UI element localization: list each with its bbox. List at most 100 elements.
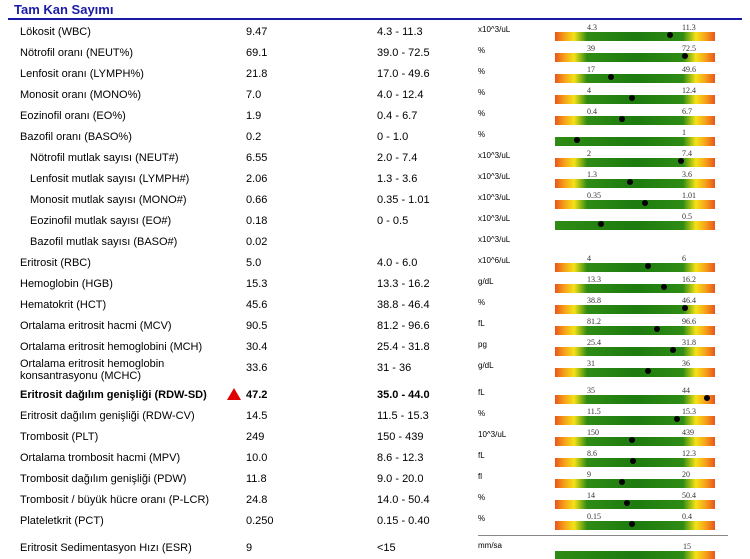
test-value: 0.2 [246, 131, 262, 143]
reference-range: 31 - 36 [377, 362, 412, 374]
test-row: Bazofil mutlak sayısı (BASO#) 0.02 x10^3/u… [0, 232, 750, 253]
reference-bar: 0.35 1.01 [555, 191, 715, 209]
value-marker [644, 263, 651, 269]
bar-high-label: 96.6 [682, 317, 696, 326]
bar-low-label: 14 [587, 491, 595, 500]
reference-bar: 35 44 [555, 386, 715, 404]
reference-range: 0 - 1.0 [377, 131, 409, 143]
reference-range: 13.3 - 16.2 [377, 278, 430, 290]
test-name: Eritrosit dağılım genişliği (RDW-CV) [20, 410, 195, 422]
bar-low-label: 4 [587, 86, 591, 95]
reference-range: 38.8 - 46.4 [377, 299, 430, 311]
test-name: Bazofil oranı (BASO%) [20, 131, 132, 143]
test-name: Lenfosit mutlak sayısı (LYMPH#) [30, 173, 190, 185]
bar-low-label: 8.6 [587, 449, 597, 458]
unit: % [478, 109, 486, 118]
bar-high-label: 15.3 [682, 407, 696, 416]
test-row: Ortalama trombosit hacmi (MPV) 10.0 8.6 - … [0, 448, 750, 469]
unit: % [478, 88, 486, 97]
test-row: Lökosit (WBC) 9.47 4.3 - 11.3 x10^3/uL 4.3 11… [0, 22, 750, 43]
reference-range: 4.0 - 12.4 [377, 89, 424, 101]
test-row: Trombosit dağılım genişliği (PDW) 11.8 9.0… [0, 469, 750, 490]
unit: g/dL [478, 277, 494, 286]
bar-high-label: 0.4 [682, 512, 692, 521]
reference-bar: 11.5 15.3 [555, 407, 715, 425]
bar-high-label: 31.8 [682, 338, 696, 347]
test-name: Monosit oranı (MONO%) [20, 89, 142, 101]
test-value: 30.4 [246, 341, 268, 353]
bar-low-label: 4 [587, 254, 591, 263]
reference-range: 0.4 - 6.7 [377, 110, 418, 122]
unit: fL [478, 319, 485, 328]
value-marker [619, 116, 626, 122]
test-row: Eritrosit dağılım genişliği (RDW-SD) 47.2… [0, 385, 750, 406]
reference-range: 11.5 - 15.3 [377, 410, 429, 422]
unit: x10^3/uL [478, 235, 511, 244]
test-row: Eozinofil oranı (EO%) 1.9 0.4 - 6.7% 0.4 6.7 [0, 106, 750, 127]
test-value: 90.5 [246, 320, 268, 332]
test-value: 0.250 [246, 515, 274, 527]
test-row: Eritrosit (RBC) 5.0 4.0 - 6.0 x10^6/uL 4 6 [0, 253, 750, 274]
test-row: Ortalama eritrosit hacmi (MCV) 90.5 81.2 -… [0, 316, 750, 337]
test-value: 9 [246, 542, 253, 554]
reference-range: 39.0 - 72.5 [377, 47, 430, 59]
value-marker [644, 368, 651, 374]
reference-bar: 4 12.4 [555, 86, 715, 104]
value-marker [673, 416, 680, 422]
reference-range: 1.3 - 3.6 [377, 173, 418, 185]
reference-range: 4.0 - 6.0 [377, 257, 418, 269]
reference-bar: 2 7.4 [555, 149, 715, 167]
bar-high-label: 46.4 [682, 296, 696, 305]
value-marker [630, 458, 637, 464]
test-name: Eritrosit (RBC) [20, 257, 91, 269]
test-value: 7.0 [246, 89, 262, 101]
test-name: Trombosit (PLT) [20, 431, 99, 443]
unit: mm/sa [478, 541, 502, 550]
test-value: 0.02 [246, 236, 268, 248]
test-name: Bazofil mutlak sayısı (BASO#) [30, 236, 178, 248]
reference-range: 9.0 - 20.0 [377, 473, 424, 485]
test-name: Ortalama eritrosit hemoglobini (MCH) [20, 341, 203, 353]
test-row: Lenfosit oranı (LYMPH%) 21.8 17.0 - 49.6% 1… [0, 64, 750, 85]
value-marker [654, 326, 661, 332]
test-name: Ortalama trombosit hacmi (MPV) [20, 452, 181, 464]
bar-low-label: 81.2 [587, 317, 601, 326]
unit: % [478, 298, 486, 307]
unit: fl [478, 472, 482, 481]
unit: pg [478, 340, 487, 349]
test-name: Trombosit dağılım genişliği (PDW) [20, 473, 187, 485]
test-value: 21.8 [246, 68, 268, 80]
unit: fL [478, 388, 485, 397]
unit: x10^3/uL [478, 214, 511, 223]
reference-bar: 31 36 [555, 359, 715, 377]
test-name: Eritrosit dağılım genişliği (RDW-SD) [20, 389, 207, 401]
unit: % [478, 46, 486, 55]
value-marker [619, 479, 626, 485]
test-row: Hemoglobin (HGB) 15.3 13.3 - 16.2 g/dL 13.3 1… [0, 274, 750, 295]
bar-high-label: 6 [682, 254, 686, 263]
reference-bar: 25.4 31.8 [555, 338, 715, 356]
test-value: 2.06 [246, 173, 268, 185]
bar-high-label: 12.4 [682, 86, 696, 95]
bar-low-label: 38.8 [587, 296, 601, 305]
bar-low-label: 39 [587, 44, 595, 53]
bar-high-label: 16.2 [682, 275, 696, 284]
unit: x10^6/uL [478, 256, 511, 265]
unit: % [478, 493, 486, 502]
bar-low-label: 25.4 [587, 338, 601, 347]
reference-bar: 0.15 0.4 [555, 512, 715, 530]
test-row: Eritrosit dağılım genişliği (RDW-CV) 14.5… [0, 406, 750, 427]
test-row: Trombosit (PLT) 249 150 - 439 10^3/uL 150 439 [0, 427, 750, 448]
reference-range: <15 [377, 542, 396, 554]
value-marker [667, 32, 674, 38]
value-marker [624, 500, 630, 506]
test-value: 15.3 [246, 278, 268, 290]
bar-low-label: 0.15 [587, 512, 601, 521]
bar-low-label: 11.5 [587, 407, 601, 416]
unit: g/dL [478, 361, 494, 370]
test-row: Plateletkrit (PCT) 0.250 0.15 - 0.40% 0.15 0… [0, 511, 750, 532]
value-marker [628, 95, 635, 101]
value-marker [608, 74, 614, 80]
esr-row: Eritrosit Sedimentasyon Hızı (ESR) 9 <15… [0, 538, 750, 559]
bar-high-label: 44 [682, 386, 690, 395]
